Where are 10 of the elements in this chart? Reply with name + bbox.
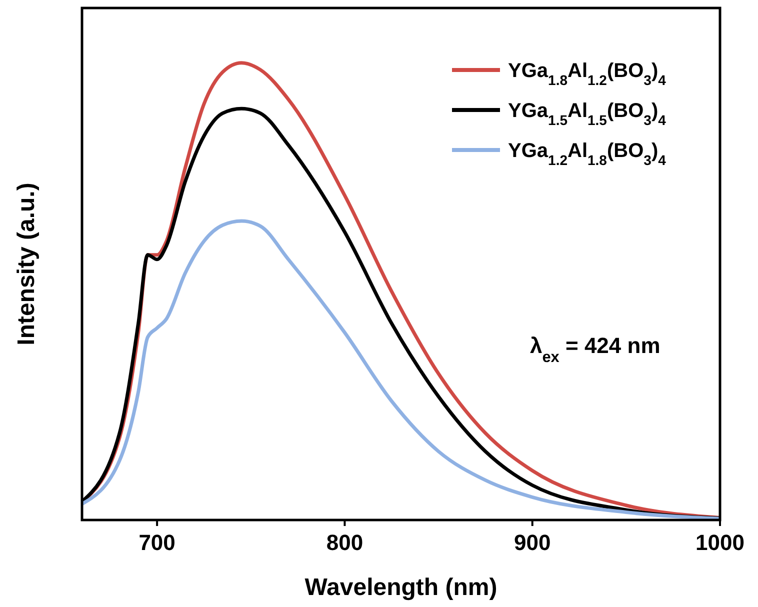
legend-label: YGa$_{1.2}$Al$_{1.8}$(BO$_{3}$)$_{4}$: [508, 140, 666, 168]
x-tick-label: 900: [514, 530, 551, 555]
x-tick-label: 700: [138, 530, 176, 555]
x-tick-label: 800: [326, 530, 364, 555]
x-tick-label: 1000: [696, 530, 744, 555]
x-axis-title: Wavelength (nm): [304, 574, 498, 601]
annotation: λ$_{ex}$ = 424 nm: [530, 333, 660, 366]
legend-label: YGa$_{1.5}$Al$_{1.5}$(BO$_{3}$)$_{4}$: [508, 100, 666, 128]
legend-label: YGa$_{1.8}$Al$_{1.2}$(BO$_{3}$)$_{4}$: [508, 60, 666, 88]
y-axis-title: Intensity (a.u.): [13, 182, 40, 346]
